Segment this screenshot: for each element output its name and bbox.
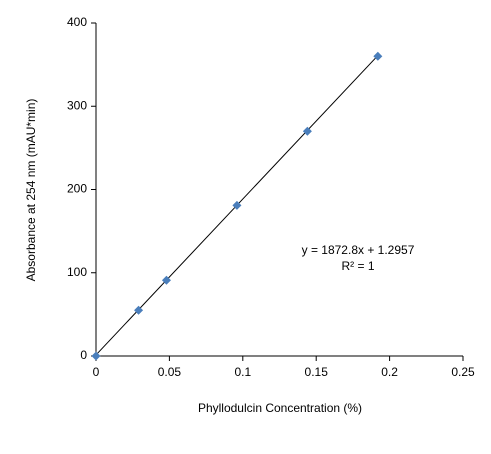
x-tick-label: 0.1 [234,365,251,379]
marker [161,275,171,285]
x-tick-label: 0.2 [381,365,398,379]
y-tick-label: 0 [80,348,87,362]
y-tick-label: 400 [67,15,87,29]
y-tick-label: 200 [67,182,87,196]
x-tick-label: 0 [93,365,100,379]
marker [373,51,383,61]
y-tick-label: 300 [67,98,87,112]
marker [91,351,101,361]
y-tick-label: 100 [67,265,87,279]
x-tick-label: 0.15 [305,365,329,379]
x-tick-label: 0.25 [451,365,475,379]
r-squared: R² = 1 [341,259,374,273]
marker [134,305,144,315]
marker [232,200,242,210]
x-axis-title: Phyllodulcin Concentration (%) [198,401,362,415]
equation: y = 1872.8x + 1.2957 [302,243,415,257]
x-tick-label: 0.05 [158,365,182,379]
y-axis-title: Absorbance at 254 nm (mAU*min) [24,99,38,282]
marker [302,126,312,136]
